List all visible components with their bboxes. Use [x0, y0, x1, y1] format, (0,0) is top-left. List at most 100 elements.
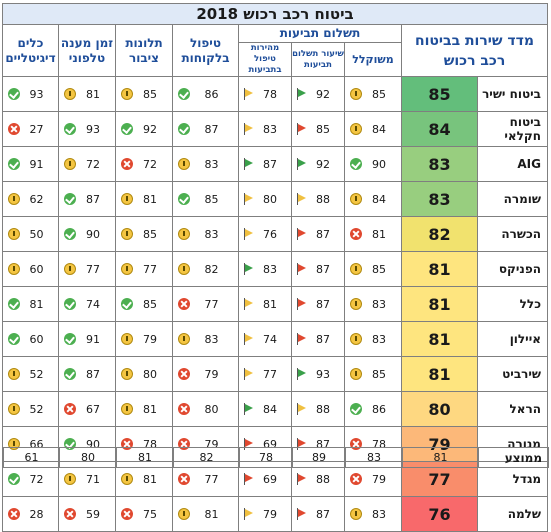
customer-care-cell: 82 [173, 252, 239, 287]
cross-icon [178, 473, 190, 485]
flag-good-icon [297, 88, 307, 100]
cross-icon [178, 298, 190, 310]
score-value: 83 [362, 298, 396, 311]
score-value: 83 [254, 263, 286, 276]
service-index-value: 83 [402, 182, 478, 217]
cross-icon [178, 368, 190, 380]
header-phone: זמן מענה טלפוני [59, 25, 116, 77]
company-name: שלמה [478, 497, 548, 532]
complaints-cell: 81 [116, 182, 173, 217]
flag-bad-icon [244, 473, 254, 485]
check-icon [8, 158, 20, 170]
average-digital: 61 [4, 448, 60, 468]
digital-cell: 27 [2, 112, 58, 147]
phone-cell: 87 [59, 357, 116, 392]
score-value: 71 [76, 473, 110, 486]
cross-icon [350, 473, 362, 485]
service-index-value: 81 [402, 357, 478, 392]
flag-mid-icon [244, 368, 254, 380]
check-icon [350, 158, 362, 170]
check-icon [64, 298, 76, 310]
phone-cell: 59 [59, 497, 116, 532]
check-icon [8, 333, 20, 345]
score-value: 85 [362, 263, 396, 276]
customer-care-cell: 85 [173, 182, 239, 217]
table-title: ביטוח רכב רכוש 2018 [2, 4, 547, 25]
score-value: 93 [307, 368, 339, 381]
exclamation-icon [64, 88, 76, 100]
digital-cell: 62 [2, 182, 58, 217]
exclamation-icon [8, 193, 20, 205]
claims-pay-cell: 85 [292, 112, 345, 147]
check-icon [64, 368, 76, 380]
score-value: 69 [254, 473, 286, 486]
score-value: 87 [190, 123, 233, 136]
flag-mid-icon [244, 508, 254, 520]
header-claims-group: תשלום תביעות [239, 25, 402, 43]
score-value: 83 [190, 333, 233, 346]
score-value: 52 [20, 403, 53, 416]
score-value: 86 [190, 88, 233, 101]
flag-bad-icon [297, 333, 307, 345]
claims-pay-cell: 92 [292, 147, 345, 182]
score-value: 87 [307, 508, 339, 521]
phone-cell: 77 [59, 252, 116, 287]
digital-cell: 50 [2, 217, 58, 252]
average-row: ממוצע 81 83 89 78 82 81 80 61 [4, 448, 549, 468]
score-value: 88 [307, 193, 339, 206]
score-value: 85 [307, 123, 339, 136]
score-value: 28 [20, 508, 53, 521]
exclamation-icon [350, 298, 362, 310]
exclamation-icon [350, 193, 362, 205]
score-value: 80 [133, 368, 167, 381]
score-value: 52 [20, 368, 53, 381]
company-name: ביטוח ישיר [478, 77, 548, 112]
complaints-cell: 75 [116, 497, 173, 532]
score-value: 85 [133, 88, 167, 101]
exclamation-icon [121, 333, 133, 345]
claims-share-cell: 83 [345, 497, 402, 532]
score-value: 72 [20, 473, 53, 486]
phone-cell: 87 [59, 182, 116, 217]
flag-bad-icon [297, 508, 307, 520]
check-icon [8, 88, 20, 100]
exclamation-icon [121, 193, 133, 205]
header-digital: כלים דיגיטליים [2, 25, 58, 77]
score-value: 81 [362, 228, 396, 241]
exclamation-icon [178, 333, 190, 345]
company-name: שומרה [478, 182, 548, 217]
claims-speed-cell: 76 [239, 217, 292, 252]
exclamation-icon [178, 158, 190, 170]
score-value: 81 [133, 193, 167, 206]
flag-bad-icon [297, 228, 307, 240]
score-value: 90 [76, 228, 110, 241]
score-value: 84 [362, 193, 396, 206]
score-value: 87 [307, 333, 339, 346]
score-value: 81 [76, 88, 110, 101]
cross-icon [121, 158, 133, 170]
score-value: 85 [190, 193, 233, 206]
table-row: ביטוח חקלאי 84 84 85 83 87 92 93 27 [2, 112, 547, 147]
complaints-cell: 85 [116, 77, 173, 112]
score-value: 79 [254, 508, 286, 521]
cross-icon [350, 228, 362, 240]
score-value: 74 [76, 298, 110, 311]
score-value: 81 [190, 508, 233, 521]
table-row: הראל 80 86 88 84 80 81 67 52 [2, 392, 547, 427]
score-value: 92 [133, 123, 167, 136]
flag-mid-icon [244, 123, 254, 135]
score-value: 85 [362, 368, 396, 381]
exclamation-icon [121, 473, 133, 485]
score-value: 77 [190, 298, 233, 311]
claims-pay-cell: 88 [292, 182, 345, 217]
claims-share-cell: 90 [345, 147, 402, 182]
flag-good-icon [297, 368, 307, 380]
company-name: הכשרה [478, 217, 548, 252]
claims-share-cell: 85 [345, 252, 402, 287]
flag-good-icon [297, 158, 307, 170]
average-complaints: 81 [117, 448, 174, 468]
digital-cell: 52 [2, 357, 58, 392]
exclamation-icon [121, 263, 133, 275]
claims-pay-cell: 92 [292, 77, 345, 112]
check-icon [64, 228, 76, 240]
